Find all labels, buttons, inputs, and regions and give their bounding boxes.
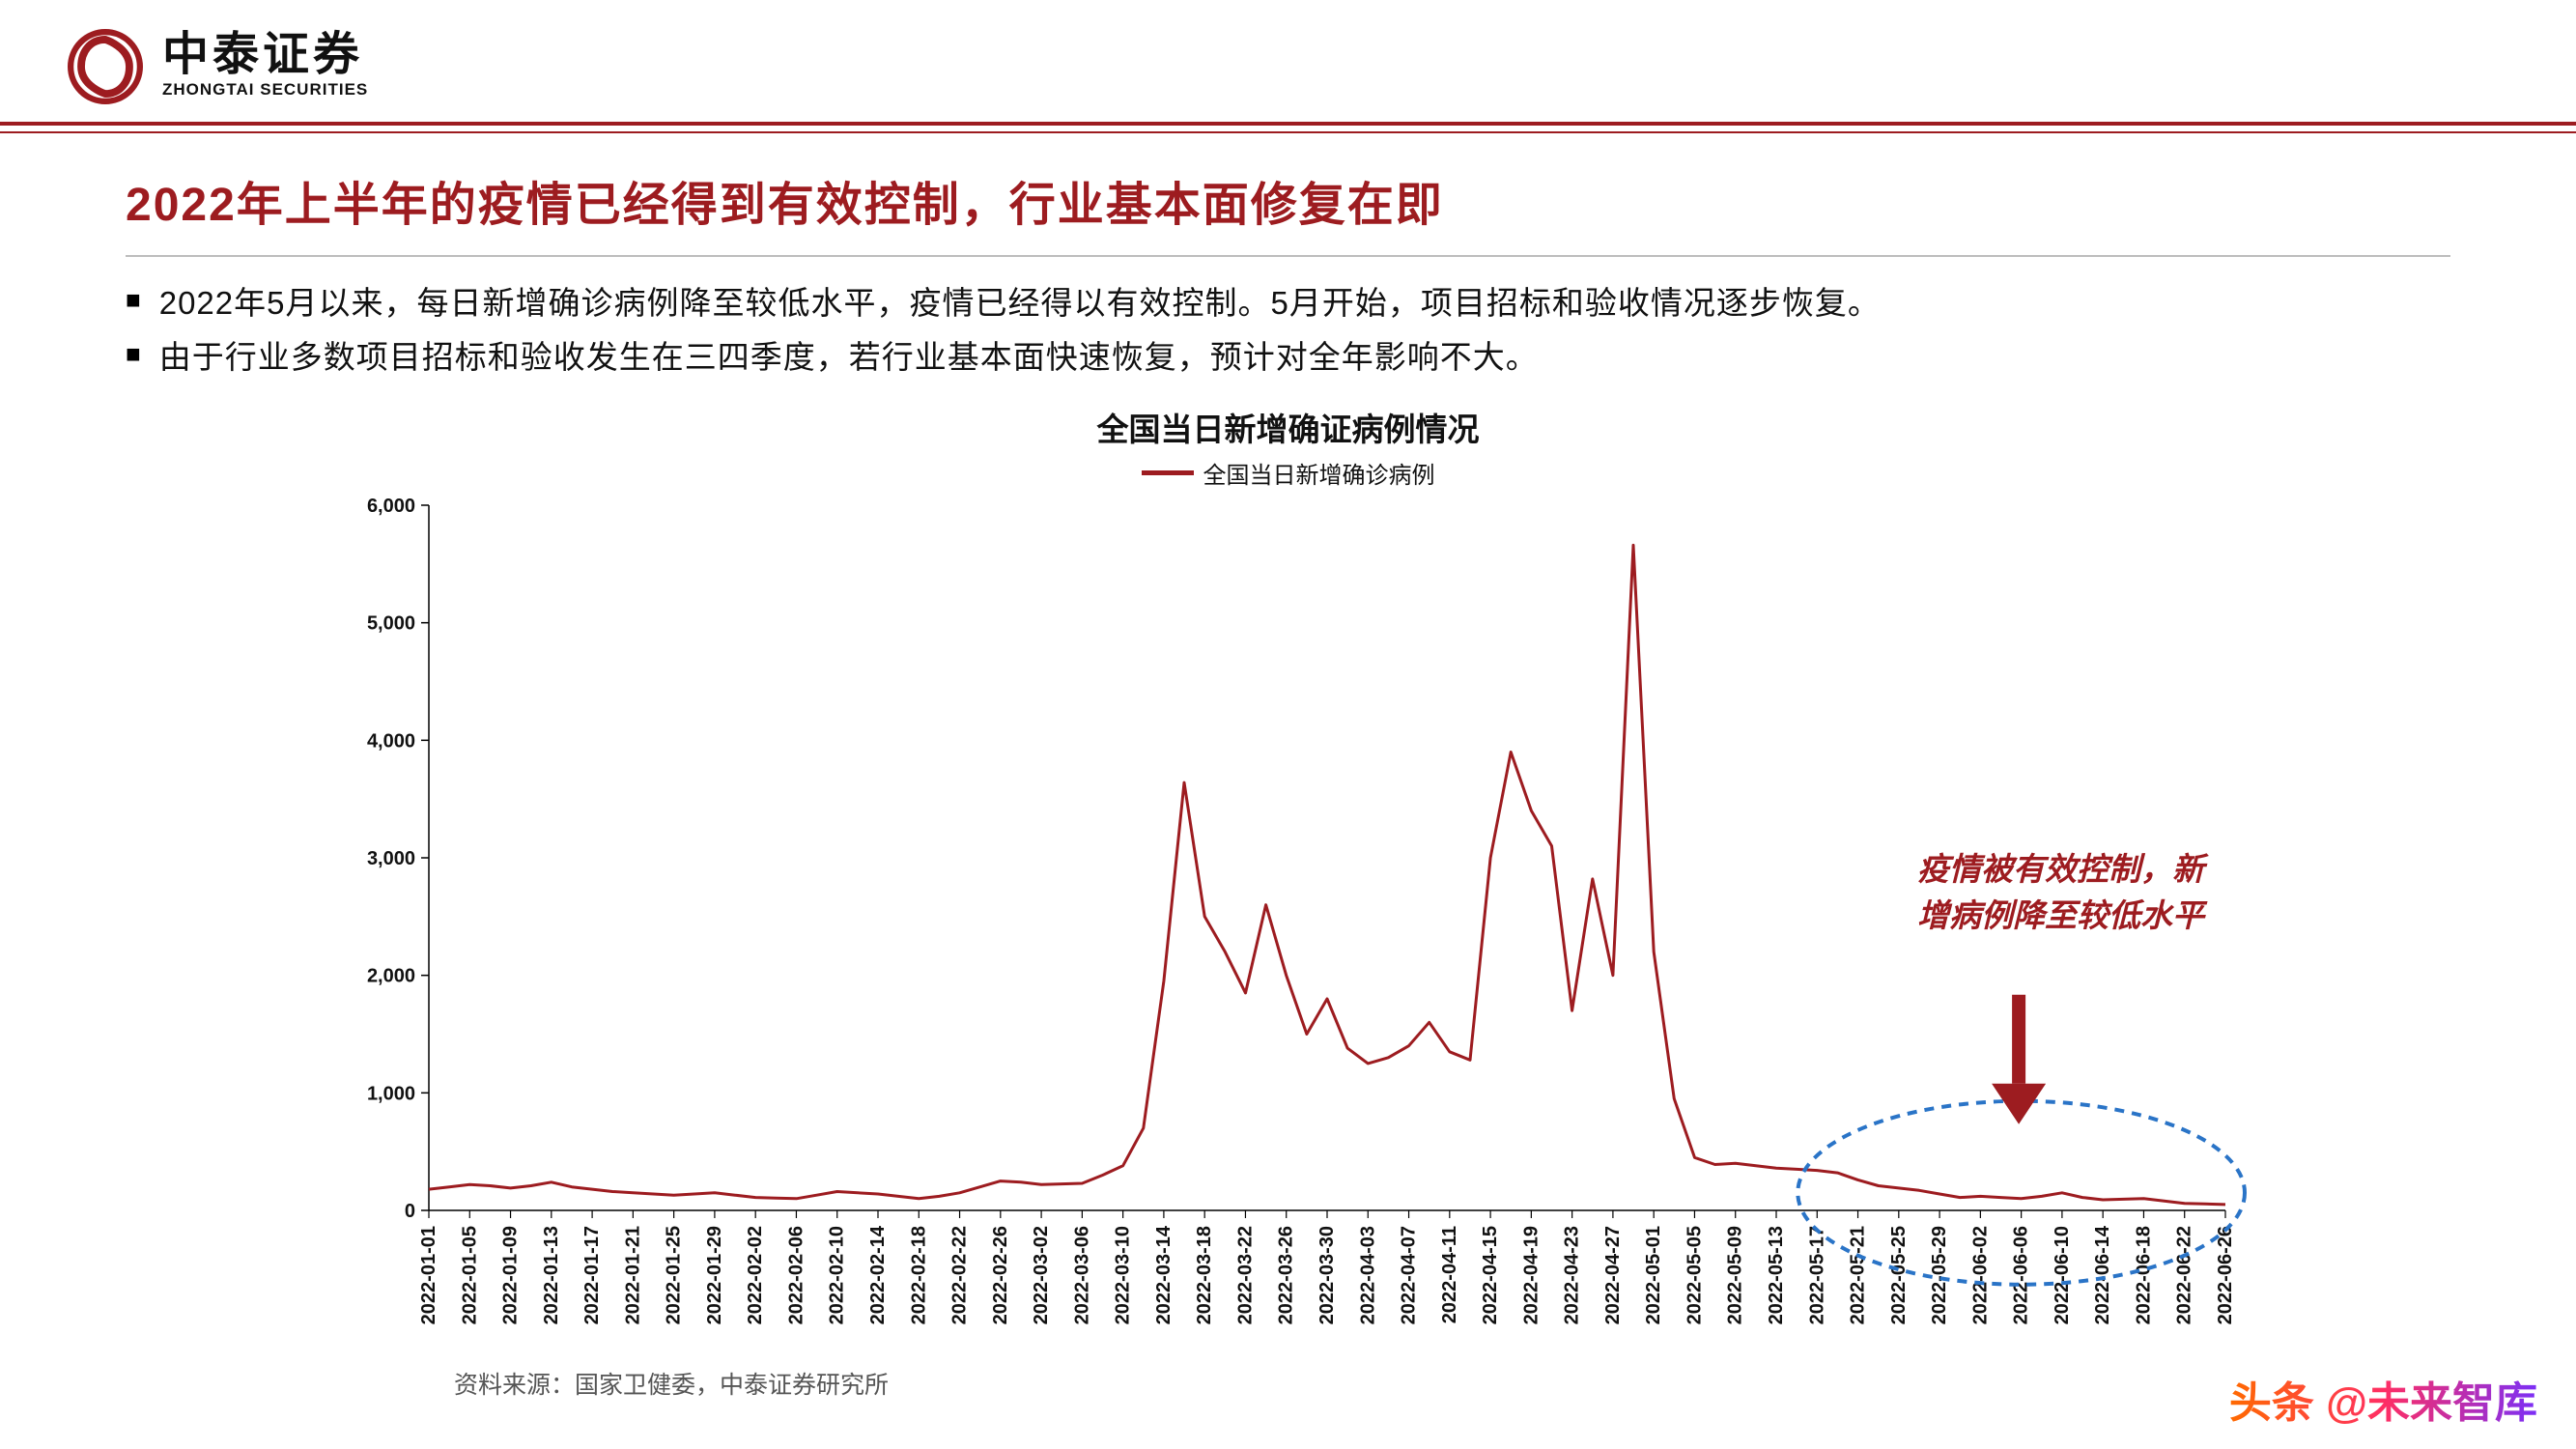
svg-text:2022-02-14: 2022-02-14	[867, 1225, 889, 1324]
chart-legend: 全国当日新增确诊病例	[323, 456, 2254, 490]
svg-text:2022-04-11: 2022-04-11	[1438, 1226, 1459, 1323]
svg-text:2022-04-07: 2022-04-07	[1398, 1226, 1419, 1324]
source-text: 资料来源：国家卫健委，中泰证券研究所	[454, 1366, 889, 1401]
svg-text:2022-04-23: 2022-04-23	[1561, 1226, 1582, 1324]
svg-text:2022-03-26: 2022-03-26	[1275, 1226, 1296, 1324]
bullet-item: 2022年5月以来，每日新增确诊病例降至较低水平，疫情已经得以有效控制。5月开始…	[126, 276, 2450, 330]
legend-swatch	[1142, 470, 1194, 475]
annotation-line1: 疫情被有效控制，新	[1917, 853, 2204, 888]
svg-text:2022-02-22: 2022-02-22	[948, 1226, 970, 1324]
svg-text:2022-02-02: 2022-02-02	[745, 1226, 766, 1324]
annotation-line2: 增病例降至较低水平	[1917, 899, 2204, 934]
svg-text:2022-02-18: 2022-02-18	[908, 1226, 929, 1324]
svg-text:2022-06-18: 2022-06-18	[2133, 1226, 2154, 1324]
svg-text:2022-01-21: 2022-01-21	[622, 1226, 643, 1324]
svg-text:1,000: 1,000	[366, 1083, 414, 1104]
logo: 中泰证券 ZHONGTAI SECURITIES	[68, 29, 368, 104]
svg-text:2022-01-29: 2022-01-29	[703, 1226, 724, 1324]
svg-text:2022-06-06: 2022-06-06	[2010, 1226, 2031, 1324]
svg-text:2022-06-10: 2022-06-10	[2051, 1226, 2072, 1324]
page-title: 2022年上半年的疫情已经得到有效控制，行业基本面修复在即	[0, 133, 2576, 255]
svg-text:2022-03-02: 2022-03-02	[1031, 1226, 1052, 1324]
svg-text:2022-05-01: 2022-05-01	[1643, 1226, 1664, 1324]
svg-text:2022-03-10: 2022-03-10	[1112, 1226, 1133, 1324]
svg-text:2022-04-03: 2022-04-03	[1357, 1226, 1378, 1324]
svg-text:2022-01-25: 2022-01-25	[663, 1226, 684, 1324]
svg-text:2022-06-14: 2022-06-14	[2092, 1225, 2113, 1324]
bullet-item: 由于行业多数项目招标和验收发生在三四季度，若行业基本面快速恢复，预计对全年影响不…	[126, 330, 2450, 384]
svg-text:6,000: 6,000	[366, 496, 414, 517]
bullet-list: 2022年5月以来，每日新增确诊病例降至较低水平，疫情已经得以有效控制。5月开始…	[0, 276, 2576, 394]
svg-text:2022-01-13: 2022-01-13	[540, 1226, 561, 1324]
svg-text:5,000: 5,000	[366, 612, 414, 634]
svg-text:2022-05-05: 2022-05-05	[1684, 1226, 1705, 1324]
svg-text:2022-05-13: 2022-05-13	[1766, 1226, 1787, 1324]
svg-text:2022-01-01: 2022-01-01	[418, 1226, 439, 1324]
svg-text:2022-02-06: 2022-02-06	[785, 1226, 807, 1324]
svg-text:2022-05-21: 2022-05-21	[1847, 1226, 1868, 1324]
svg-text:2022-02-26: 2022-02-26	[989, 1226, 1010, 1324]
chart-container: 全国当日新增确证病例情况 全国当日新增确诊病例 0 1,000 2,000 3,000…	[323, 404, 2254, 1379]
svg-text:2022-04-27: 2022-04-27	[1601, 1226, 1623, 1324]
svg-text:4,000: 4,000	[366, 730, 414, 752]
title-underline	[126, 255, 2450, 257]
logo-text-en: ZHONGTAI SECURITIES	[162, 78, 368, 101]
header: 中泰证券 ZHONGTAI SECURITIES	[0, 0, 2576, 122]
svg-text:2022-05-25: 2022-05-25	[1887, 1226, 1909, 1324]
svg-text:2022-05-17: 2022-05-17	[1806, 1226, 1827, 1324]
chart-annotation: 疫情被有效控制，新 增病例降至较低水平	[1887, 848, 2235, 941]
header-rule-thick	[0, 122, 2576, 126]
logo-text: 中泰证券 ZHONGTAI SECURITIES	[162, 32, 368, 101]
bullet-text: 2022年5月以来，每日新增确诊病例降至较低水平，疫情已经得以有效控制。5月开始…	[159, 276, 1881, 330]
logo-mark-icon	[68, 29, 143, 104]
logo-text-cn: 中泰证券	[162, 32, 368, 78]
svg-text:2022-06-02: 2022-06-02	[1969, 1226, 1991, 1324]
svg-text:2022-03-14: 2022-03-14	[1152, 1225, 1174, 1324]
svg-text:2022-03-30: 2022-03-30	[1316, 1226, 1338, 1324]
slide-root: 中泰证券 ZHONGTAI SECURITIES 2022年上半年的疫情已经得到…	[0, 0, 2576, 1449]
legend-label: 全国当日新增确诊病例	[1203, 456, 1435, 490]
bullet-text: 由于行业多数项目招标和验收发生在三四季度，若行业基本面快速恢复，预计对全年影响不…	[159, 330, 1539, 384]
svg-text:2022-04-15: 2022-04-15	[1480, 1226, 1501, 1324]
svg-text:2022-03-18: 2022-03-18	[1194, 1226, 1215, 1324]
svg-text:2022-01-17: 2022-01-17	[581, 1226, 603, 1324]
chart-title: 全国当日新增确证病例情况	[323, 404, 2254, 450]
svg-text:2,000: 2,000	[366, 965, 414, 986]
svg-text:2022-02-10: 2022-02-10	[826, 1226, 847, 1324]
svg-text:2022-05-09: 2022-05-09	[1724, 1226, 1745, 1324]
svg-text:3,000: 3,000	[366, 848, 414, 869]
svg-text:2022-04-19: 2022-04-19	[1520, 1226, 1542, 1324]
svg-text:2022-06-26: 2022-06-26	[2215, 1226, 2236, 1324]
svg-text:2022-03-22: 2022-03-22	[1234, 1226, 1256, 1324]
watermark: 头条 @未来智库	[2229, 1368, 2537, 1430]
svg-text:2022-01-05: 2022-01-05	[459, 1226, 480, 1324]
svg-text:2022-01-09: 2022-01-09	[499, 1226, 521, 1324]
svg-text:2022-06-22: 2022-06-22	[2173, 1226, 2194, 1324]
svg-text:0: 0	[404, 1201, 414, 1222]
svg-text:2022-03-06: 2022-03-06	[1071, 1226, 1092, 1324]
